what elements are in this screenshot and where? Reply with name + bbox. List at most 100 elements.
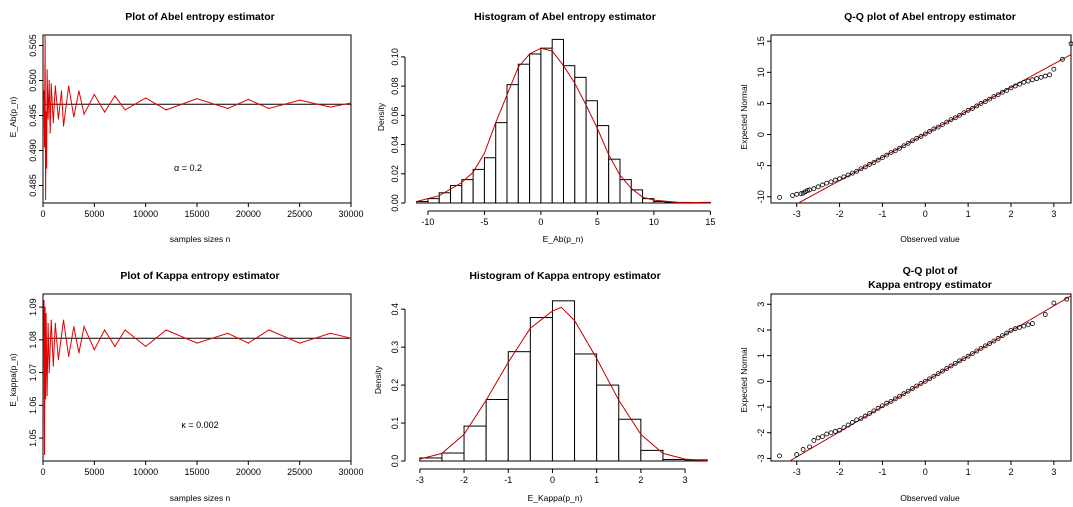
data-point bbox=[48, 371, 50, 374]
data-point bbox=[268, 107, 270, 110]
panel-title: Plot of Abel entropy estimator bbox=[125, 11, 275, 23]
qq-point bbox=[888, 398, 894, 404]
data-point bbox=[104, 111, 106, 113]
qq-point bbox=[987, 96, 992, 102]
histogram-bar bbox=[653, 201, 666, 204]
x-tick-label: 0 bbox=[40, 209, 45, 219]
series-line bbox=[43, 34, 352, 200]
data-point bbox=[124, 329, 126, 331]
qq-point bbox=[867, 162, 872, 167]
y-tick-label: 1.06 bbox=[28, 397, 38, 415]
y-tick-label: 0.505 bbox=[28, 34, 38, 57]
qq-point bbox=[1042, 73, 1048, 79]
x-tick-label: 3 bbox=[1051, 467, 1056, 477]
x-tick-label: 2 bbox=[1008, 467, 1013, 477]
histogram-bar bbox=[441, 452, 465, 462]
panel-kappa-trace: Plot of Kappa entropy estimator samples … bbox=[8, 270, 280, 503]
y-tick-label: 0.0 bbox=[390, 455, 400, 468]
x-axis-label: samples sizes n bbox=[170, 493, 231, 503]
histogram-bar bbox=[517, 63, 531, 204]
y-tick-label: 0.00 bbox=[390, 194, 400, 212]
qq-point bbox=[832, 429, 838, 434]
y-tick-label: 0.485 bbox=[28, 174, 38, 197]
qq-point bbox=[944, 119, 950, 125]
y-tick-label: 1 bbox=[756, 353, 766, 358]
qq-point bbox=[824, 180, 830, 186]
panel-title: Histogram of Abel entropy estimator bbox=[474, 11, 656, 23]
qq-point bbox=[935, 371, 941, 377]
qq-point bbox=[820, 434, 825, 439]
qq-point bbox=[995, 92, 1001, 98]
x-tick-label: -1 bbox=[878, 467, 886, 477]
x-tick-label: -2 bbox=[836, 467, 844, 477]
plot-0: 0 5000 10000 15000 20000 25000 30000 0.485 0.490… bbox=[28, 34, 364, 219]
histogram-bar bbox=[662, 458, 686, 462]
plot-1: -10 -5 0 5 10 15 0.00 0.02 0.04 0.06 0.08 0.10 bbox=[390, 38, 715, 227]
qq-point bbox=[777, 194, 782, 200]
x-tick-label: 2 bbox=[638, 475, 643, 485]
qq-point bbox=[828, 179, 834, 185]
qq-point bbox=[970, 106, 975, 111]
plot-frame bbox=[770, 34, 1072, 204]
x-tick-label: 0 bbox=[923, 467, 928, 477]
qq-point bbox=[1008, 85, 1014, 91]
qq-point bbox=[935, 124, 941, 130]
qq-point bbox=[1030, 77, 1035, 83]
qq-point bbox=[948, 117, 954, 123]
qq-point bbox=[982, 343, 988, 349]
y-tick-label: 0 bbox=[756, 379, 766, 384]
histogram-bar bbox=[596, 125, 610, 204]
qq-point bbox=[1012, 83, 1018, 89]
data-point bbox=[52, 365, 54, 367]
histogram-bar bbox=[574, 76, 587, 204]
x-tick-label: -2 bbox=[836, 209, 844, 219]
y-tick-label: 0.3 bbox=[390, 341, 400, 354]
data-point bbox=[165, 109, 167, 111]
qq-point bbox=[918, 134, 924, 139]
qq-point bbox=[901, 391, 907, 397]
qq-point bbox=[1000, 333, 1005, 339]
y-tick-label: 0.10 bbox=[390, 48, 400, 66]
y-tick-label: 1.05 bbox=[28, 429, 38, 447]
qq-point bbox=[875, 157, 881, 163]
panel-title: Histogram of Kappa entropy estimator bbox=[469, 270, 660, 282]
x-tick-label: 0 bbox=[550, 475, 555, 485]
y-tick-label: 0.4 bbox=[390, 303, 400, 316]
x-tick-label: 20000 bbox=[236, 467, 261, 477]
y-tick-label: 2 bbox=[756, 327, 766, 332]
histogram-bar bbox=[507, 351, 531, 462]
reference-line bbox=[788, 295, 1071, 461]
histogram-bar bbox=[427, 198, 440, 204]
x-tick-label: 10000 bbox=[133, 467, 158, 477]
x-tick-label: -2 bbox=[460, 475, 468, 485]
data-point bbox=[114, 345, 116, 347]
data-point bbox=[60, 90, 63, 92]
histogram-bar bbox=[551, 300, 576, 462]
qq-point bbox=[897, 145, 902, 151]
y-axis-label: Expected Normal bbox=[739, 84, 749, 149]
qq-point bbox=[837, 427, 842, 433]
qq-point bbox=[845, 422, 851, 428]
qq-point bbox=[905, 140, 911, 146]
plot-3: 0 5000 10000 15000 20000 25000 30000 1.05 1.06 1.… bbox=[28, 293, 364, 477]
histogram-bar bbox=[485, 399, 509, 462]
qq-point bbox=[1004, 330, 1010, 336]
x-axis-label: samples sizes n bbox=[170, 234, 231, 244]
qq-point bbox=[914, 383, 920, 389]
data-point bbox=[50, 319, 52, 321]
qq-point bbox=[871, 408, 877, 414]
qq-point bbox=[1021, 323, 1027, 329]
qq-point bbox=[790, 193, 795, 198]
x-tick-label: 10 bbox=[649, 217, 659, 227]
data-point bbox=[62, 319, 65, 321]
histogram-bar bbox=[596, 384, 620, 462]
y-tick-label: -10 bbox=[756, 190, 766, 203]
y-axis-label: E_Ab(p_n) bbox=[8, 97, 18, 138]
histogram-bar bbox=[461, 179, 474, 204]
reference-line bbox=[797, 54, 1071, 203]
data-point bbox=[46, 69, 48, 71]
qq-point bbox=[884, 152, 890, 158]
data-point bbox=[57, 358, 60, 361]
